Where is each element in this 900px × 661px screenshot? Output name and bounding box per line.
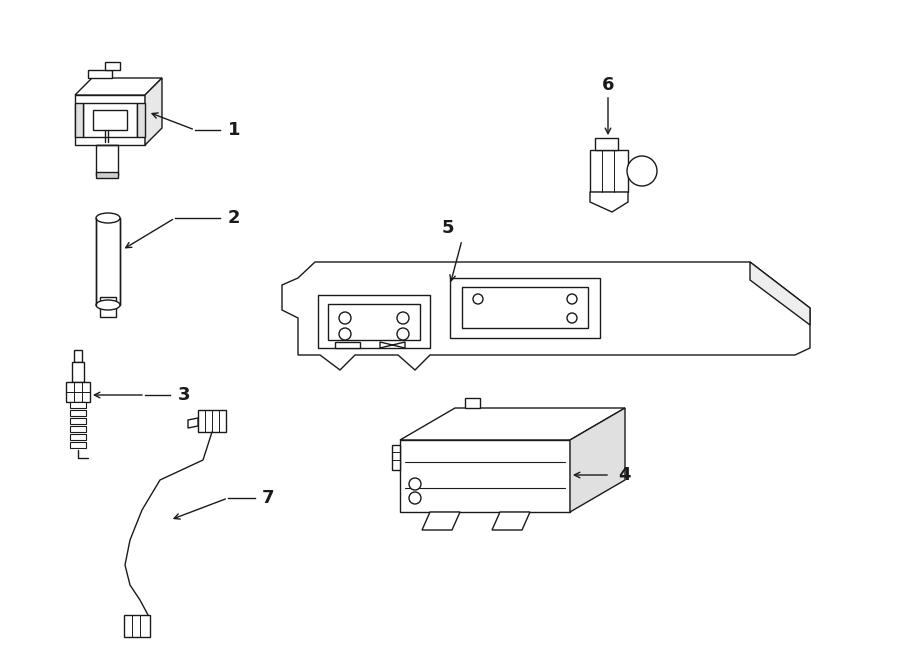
Circle shape bbox=[409, 478, 421, 490]
Polygon shape bbox=[400, 440, 570, 512]
Polygon shape bbox=[96, 145, 118, 175]
Polygon shape bbox=[750, 262, 810, 325]
Polygon shape bbox=[590, 192, 628, 212]
Polygon shape bbox=[70, 426, 86, 432]
Polygon shape bbox=[450, 278, 600, 338]
Text: 4: 4 bbox=[618, 466, 631, 484]
Text: 5: 5 bbox=[442, 219, 454, 237]
Polygon shape bbox=[590, 150, 628, 192]
Polygon shape bbox=[328, 304, 420, 340]
Circle shape bbox=[397, 312, 409, 324]
Text: 2: 2 bbox=[228, 209, 240, 227]
Text: 1: 1 bbox=[228, 121, 240, 139]
Polygon shape bbox=[282, 262, 810, 370]
Circle shape bbox=[409, 492, 421, 504]
Text: 7: 7 bbox=[262, 489, 274, 507]
Polygon shape bbox=[570, 408, 625, 512]
Polygon shape bbox=[400, 408, 625, 440]
Polygon shape bbox=[93, 110, 127, 130]
Text: 6: 6 bbox=[602, 76, 614, 94]
Polygon shape bbox=[137, 103, 145, 137]
Polygon shape bbox=[335, 342, 360, 348]
Polygon shape bbox=[70, 434, 86, 440]
Polygon shape bbox=[145, 78, 162, 145]
Polygon shape bbox=[75, 95, 145, 145]
Polygon shape bbox=[70, 442, 86, 448]
Polygon shape bbox=[75, 103, 83, 137]
Polygon shape bbox=[66, 382, 90, 402]
Polygon shape bbox=[595, 138, 618, 150]
Circle shape bbox=[567, 294, 577, 304]
Polygon shape bbox=[392, 445, 400, 470]
Polygon shape bbox=[318, 295, 430, 348]
Polygon shape bbox=[124, 615, 150, 637]
Polygon shape bbox=[198, 410, 226, 432]
Polygon shape bbox=[70, 410, 86, 416]
Polygon shape bbox=[422, 512, 460, 530]
Circle shape bbox=[473, 294, 483, 304]
Polygon shape bbox=[462, 287, 588, 328]
Circle shape bbox=[627, 156, 657, 186]
Circle shape bbox=[339, 312, 351, 324]
Polygon shape bbox=[75, 78, 162, 95]
Text: 3: 3 bbox=[178, 386, 191, 404]
Polygon shape bbox=[74, 350, 82, 362]
Polygon shape bbox=[72, 362, 84, 382]
Polygon shape bbox=[465, 398, 480, 408]
Polygon shape bbox=[96, 172, 118, 178]
Polygon shape bbox=[70, 418, 86, 424]
Polygon shape bbox=[70, 402, 86, 408]
Polygon shape bbox=[188, 418, 198, 428]
Polygon shape bbox=[380, 342, 405, 348]
Polygon shape bbox=[100, 297, 116, 317]
Circle shape bbox=[397, 328, 409, 340]
Polygon shape bbox=[105, 62, 120, 70]
Polygon shape bbox=[83, 103, 137, 137]
Polygon shape bbox=[96, 218, 120, 305]
Polygon shape bbox=[88, 70, 112, 78]
Circle shape bbox=[567, 313, 577, 323]
Ellipse shape bbox=[96, 300, 120, 310]
Polygon shape bbox=[492, 512, 530, 530]
Circle shape bbox=[339, 328, 351, 340]
Ellipse shape bbox=[96, 213, 120, 223]
